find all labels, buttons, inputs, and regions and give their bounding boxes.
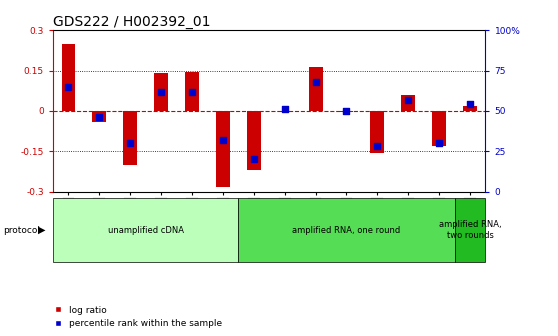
Point xyxy=(187,89,196,94)
Point xyxy=(342,108,351,114)
Point xyxy=(404,97,413,102)
Bar xyxy=(371,111,384,153)
Point xyxy=(157,89,166,94)
Point xyxy=(280,107,289,112)
Bar xyxy=(278,111,292,112)
Text: protocol: protocol xyxy=(3,226,40,235)
Bar xyxy=(463,106,477,111)
Bar xyxy=(53,198,238,262)
Point xyxy=(95,115,104,120)
Point xyxy=(435,140,444,146)
Bar xyxy=(185,72,199,111)
Bar xyxy=(432,111,446,146)
Text: ▶: ▶ xyxy=(38,225,45,235)
Bar xyxy=(154,73,168,111)
Bar xyxy=(238,198,455,262)
Bar xyxy=(93,111,106,122)
Bar xyxy=(61,44,75,111)
Bar xyxy=(247,111,261,170)
Point xyxy=(126,140,134,146)
Bar xyxy=(339,111,353,112)
Text: GDS222 / H002392_01: GDS222 / H002392_01 xyxy=(53,15,210,29)
Text: amplified RNA, one round: amplified RNA, one round xyxy=(292,226,401,235)
Point xyxy=(373,144,382,149)
Point xyxy=(249,157,258,162)
Point xyxy=(465,102,474,107)
Text: unamplified cDNA: unamplified cDNA xyxy=(108,226,184,235)
Point xyxy=(311,79,320,85)
Text: amplified RNA,
two rounds: amplified RNA, two rounds xyxy=(439,220,501,240)
Bar xyxy=(216,111,230,187)
Bar xyxy=(455,198,485,262)
Point xyxy=(64,84,73,89)
Bar xyxy=(123,111,137,165)
Bar xyxy=(309,67,323,111)
Bar xyxy=(401,95,415,111)
Legend: log ratio, percentile rank within the sample: log ratio, percentile rank within the sa… xyxy=(55,306,222,328)
Point xyxy=(218,137,227,142)
